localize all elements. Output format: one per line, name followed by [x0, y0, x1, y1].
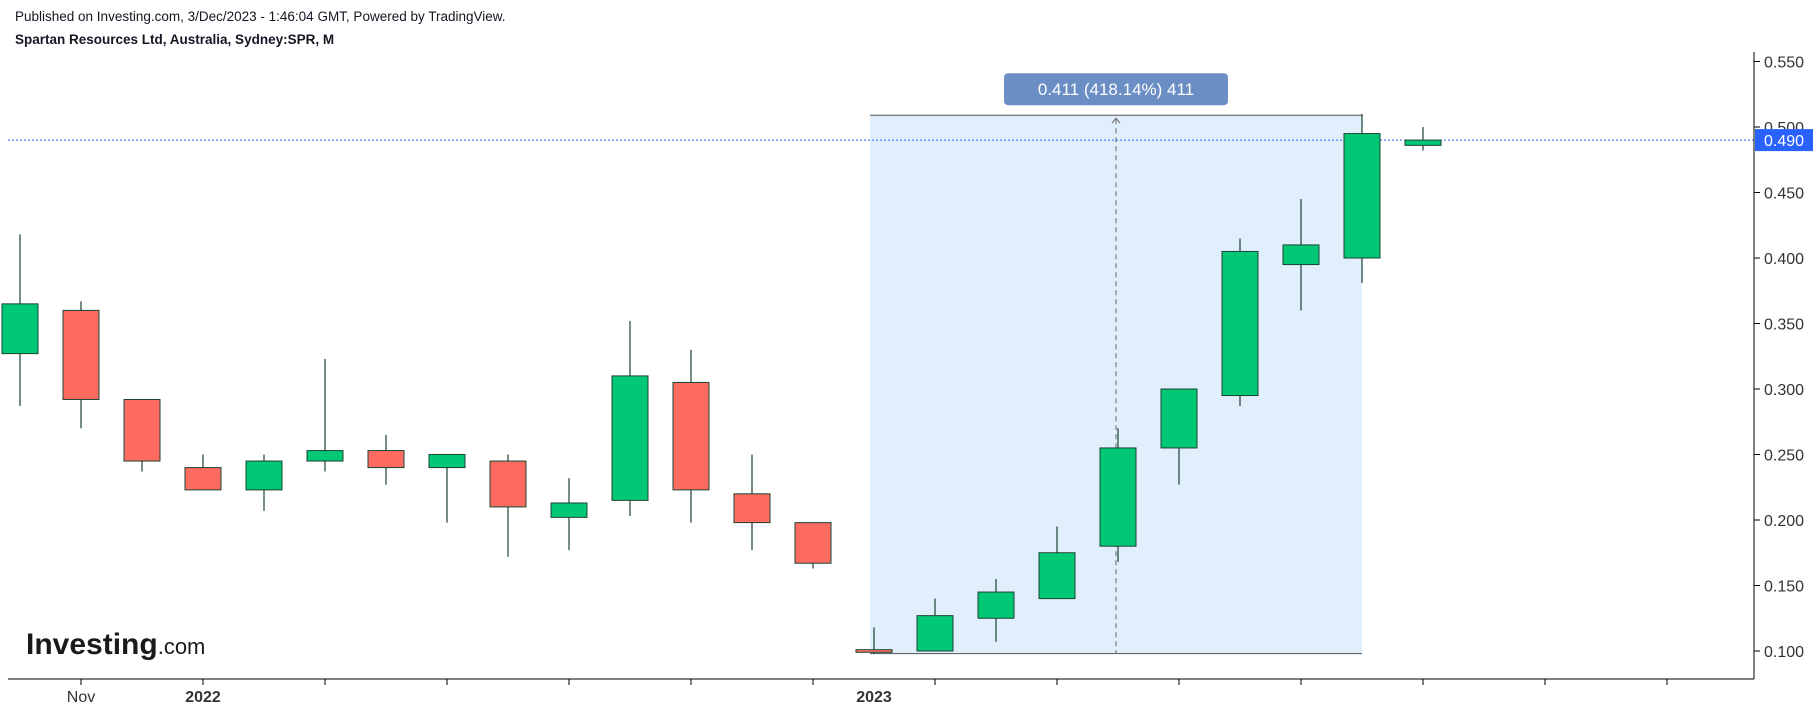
candle-body[interactable]	[1221, 250, 1259, 397]
candle[interactable]	[1038, 526, 1076, 600]
last-price-tag	[1755, 129, 1813, 152]
investing-logo: Investing.com	[26, 628, 205, 661]
candle-body[interactable]	[794, 522, 832, 564]
candle-body[interactable]	[1343, 133, 1381, 259]
candle[interactable]	[1282, 199, 1320, 311]
candle[interactable]	[794, 522, 832, 569]
candle[interactable]	[1404, 127, 1442, 151]
y-tick-label: 0.450	[1764, 186, 1804, 203]
y-tick-label: 0.550	[1764, 55, 1804, 72]
y-tick-label: 0.100	[1764, 644, 1804, 661]
candle-body[interactable]	[672, 381, 710, 491]
candle-body[interactable]	[1282, 244, 1320, 266]
published-line: Published on Investing.com, 3/Dec/2023 -…	[15, 9, 506, 24]
axes-group: 0.100 0.150 0.200 0.250 0.300 0.350 0.400 0.450…	[8, 52, 1804, 706]
candles-group	[1, 113, 1442, 654]
candle-body[interactable]	[1099, 447, 1137, 547]
candle[interactable]	[1099, 428, 1137, 562]
candle-body[interactable]	[1038, 552, 1076, 600]
candle-body[interactable]	[367, 450, 405, 469]
symbol-title: Spartan Resources Ltd, Australia, Sydney…	[15, 32, 335, 47]
candle[interactable]	[1343, 113, 1381, 283]
measure-badge-label: 0.411 (418.14%) 411	[1038, 80, 1194, 99]
investing-logo-text: Investing.com	[26, 628, 205, 661]
candle-body[interactable]	[550, 502, 588, 518]
candle[interactable]	[733, 454, 771, 551]
candle[interactable]	[550, 478, 588, 551]
candle[interactable]	[123, 398, 161, 472]
candle-body[interactable]	[306, 450, 344, 462]
candle[interactable]	[977, 578, 1015, 642]
last-price-tag-label: 0.490	[1764, 133, 1804, 150]
candle-body[interactable]	[428, 454, 466, 469]
y-tick-label: 0.150	[1764, 579, 1804, 596]
candle[interactable]	[916, 598, 954, 652]
candle-body[interactable]	[916, 615, 954, 652]
y-tick-label: 0.300	[1764, 382, 1804, 399]
candle-body[interactable]	[1, 303, 39, 355]
logo-brand: Investing	[26, 628, 158, 661]
logo-suffix: .com	[158, 634, 206, 659]
candle[interactable]	[672, 349, 710, 523]
candle[interactable]	[306, 358, 344, 472]
candle-body[interactable]	[733, 493, 771, 524]
candle-body[interactable]	[62, 309, 100, 400]
y-tick-label: 0.350	[1764, 317, 1804, 334]
y-tick-label: 0.250	[1764, 448, 1804, 465]
candle[interactable]	[1160, 388, 1198, 485]
measure-badge	[1004, 73, 1228, 106]
candle[interactable]	[489, 454, 527, 557]
candle-body[interactable]	[1160, 388, 1198, 449]
candle-body[interactable]	[977, 591, 1015, 619]
candle-body[interactable]	[855, 649, 893, 653]
candle[interactable]	[245, 454, 283, 511]
candle-body[interactable]	[489, 460, 527, 508]
candle[interactable]	[428, 454, 466, 523]
candle[interactable]	[855, 627, 893, 654]
candle-body[interactable]	[1404, 139, 1442, 146]
candle-body[interactable]	[184, 467, 222, 491]
badges-group: 0.411 (418.14%) 411 0.490	[1004, 73, 1813, 152]
candle[interactable]	[367, 434, 405, 485]
x-tick-label: Nov	[67, 689, 95, 706]
candle-body[interactable]	[611, 375, 649, 501]
candle[interactable]	[611, 320, 649, 517]
candle[interactable]	[184, 454, 222, 491]
measure-arrow-icon	[1111, 117, 1121, 124]
candle-body[interactable]	[245, 460, 283, 491]
x-tick-label: 2022	[185, 689, 221, 706]
measure-range-group	[870, 114, 1362, 655]
candle[interactable]	[1, 234, 39, 407]
y-tick-label: 0.200	[1764, 513, 1804, 530]
candle-body[interactable]	[123, 398, 161, 462]
candle[interactable]	[62, 301, 100, 429]
candle[interactable]	[1221, 238, 1259, 407]
y-tick-label: 0.400	[1764, 251, 1804, 268]
x-tick-label: 2023	[856, 689, 892, 706]
